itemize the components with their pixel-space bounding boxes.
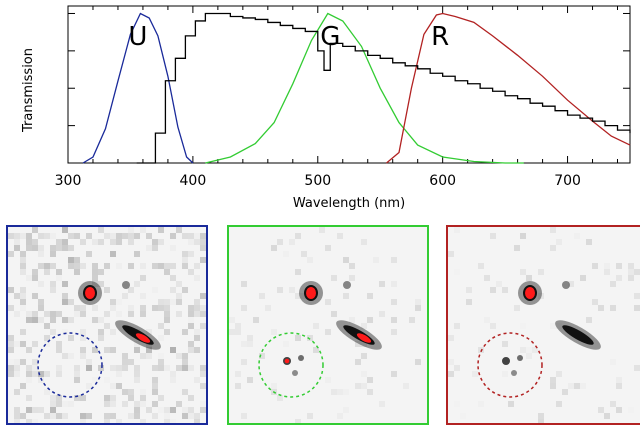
x-axis-ticks: 300 400 500 600 700 — [55, 6, 619, 189]
x-tick-label: 500 — [304, 173, 331, 189]
transmission-chart: 300 400 500 600 700 U G R Wavelength (nm) Tran… — [21, 5, 631, 211]
x-tick-label: 400 — [180, 173, 207, 189]
y-axis-ticks — [68, 12, 630, 127]
faint-source-peak — [284, 358, 290, 364]
source-peak — [85, 287, 95, 299]
x-tick-label: 600 — [429, 173, 456, 189]
galaxy-peak — [135, 333, 151, 343]
neighbor-source — [562, 281, 570, 289]
neighbor-source — [343, 281, 351, 289]
source-peak — [306, 287, 316, 299]
x-axis-title: Wavelength (nm) — [293, 196, 405, 211]
aperture-circle — [258, 332, 324, 398]
galaxy-core — [562, 325, 594, 345]
y-axis-title: Transmission — [21, 48, 36, 133]
stamp-image — [229, 227, 421, 423]
series-1-line — [205, 12, 524, 164]
faint-source — [517, 355, 523, 361]
g-band-image-panel — [227, 225, 429, 425]
stamp-image — [448, 227, 640, 423]
plot-frame — [67, 5, 631, 164]
band-label-g: G — [320, 22, 340, 52]
series-0-line — [82, 12, 194, 164]
r-band-image-panel — [446, 225, 640, 425]
galaxy-peak — [356, 333, 372, 343]
faint-source — [502, 357, 510, 365]
band-label-r: R — [431, 22, 449, 52]
x-tick-label: 700 — [554, 173, 581, 189]
faint-source — [511, 370, 517, 376]
neighbor-source — [122, 281, 130, 289]
series-3-line — [136, 12, 631, 164]
faint-source — [292, 370, 298, 376]
band-label-u: U — [128, 22, 147, 52]
series-layer — [82, 12, 631, 164]
aperture-circle — [37, 332, 103, 398]
series-2-line — [386, 12, 631, 164]
stamp-image — [8, 227, 206, 423]
aperture-circle — [477, 332, 543, 398]
u-band-image-panel — [6, 225, 208, 425]
faint-source — [298, 355, 304, 361]
source-peak — [525, 287, 535, 299]
x-tick-label: 300 — [55, 173, 82, 189]
